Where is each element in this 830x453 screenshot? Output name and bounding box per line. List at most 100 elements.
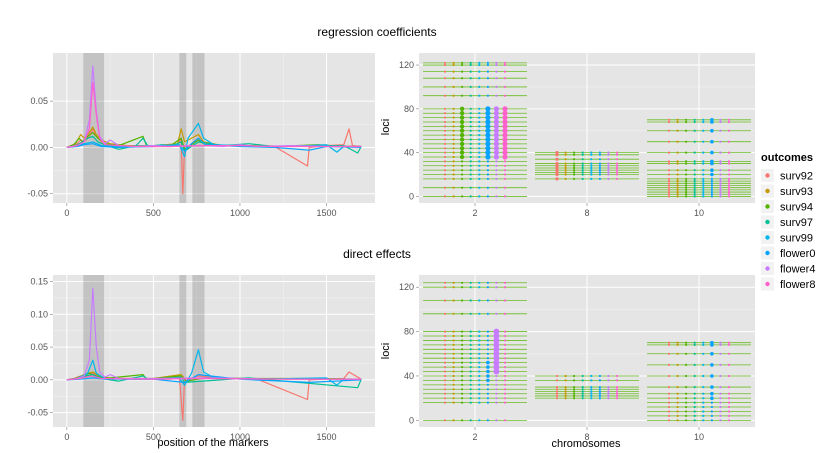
locus-point-surv94: [461, 61, 464, 64]
locus-point-flower8: [503, 392, 507, 395]
legend-swatch-flower0: [765, 250, 770, 256]
locus-point-flower0: [710, 193, 714, 196]
locus-point-surv93: [452, 370, 455, 373]
locus-point-flower4: [493, 355, 500, 362]
x-axis-label-chromosomes: chromosomes: [551, 438, 621, 450]
legend-label-surv97: surv97: [780, 217, 813, 229]
locus-point-surv97: [693, 191, 696, 194]
locus-point-flower0: [710, 139, 714, 144]
locus-point-surv92: [443, 397, 447, 400]
locus-point-surv94: [685, 177, 688, 180]
locus-point-flower0: [486, 61, 489, 64]
locus-point-flower4: [607, 153, 610, 156]
locus-point-flower0: [710, 396, 714, 401]
locus-point-surv94: [461, 383, 464, 386]
locus-point-surv99: [478, 120, 481, 124]
locus-point-surv93: [452, 312, 455, 315]
locus-point-surv99: [590, 173, 593, 176]
locus-point-surv99: [702, 352, 705, 355]
locus-point-flower8: [727, 386, 731, 389]
x-axis-label-markers: position of the markers: [157, 437, 269, 449]
locus-point-surv92: [667, 401, 671, 404]
locus-point-flower0: [486, 173, 489, 176]
locus-point-surv97: [693, 414, 696, 417]
locus-point-flower4: [719, 184, 722, 187]
locus-point-surv97: [693, 184, 696, 187]
locus-point-flower0: [485, 136, 491, 143]
locus-point-surv94: [573, 162, 576, 165]
locus-point-flower0: [710, 414, 714, 417]
locus-point-surv92: [443, 125, 447, 128]
locus-point-flower4: [495, 169, 498, 172]
locus-point-flower0: [710, 188, 714, 191]
locus-point-surv94: [461, 286, 464, 289]
locus-point-surv94: [685, 140, 688, 143]
locus-point-surv94: [685, 195, 688, 198]
locus-point-flower8: [502, 110, 508, 116]
locus-point-flower8: [727, 343, 731, 346]
locus-point-surv99: [478, 61, 481, 64]
locus-point-surv92: [667, 151, 671, 154]
locus-point-surv99: [478, 160, 481, 163]
locus-point-flower8: [503, 374, 507, 378]
locus-point-surv94: [685, 419, 688, 422]
locus-point-surv94: [461, 94, 464, 97]
locus-point-flower8: [727, 419, 731, 422]
locus-point-surv99: [478, 330, 481, 333]
locus-point-surv99: [478, 116, 481, 119]
locus-point-surv99: [478, 397, 481, 400]
locus-point-surv93: [452, 366, 455, 369]
locus-point-surv92: [443, 169, 447, 172]
locus-point-surv92: [443, 343, 447, 346]
locus-point-surv94: [685, 120, 688, 124]
locus-point-surv92: [443, 366, 447, 369]
locus-point-surv97: [693, 188, 696, 191]
y-tick-label: 0.05: [30, 96, 48, 106]
locus-point-surv93: [676, 419, 679, 422]
locus-point-surv99: [702, 405, 705, 409]
locus-point-surv92: [443, 352, 447, 355]
locus-point-surv93: [676, 341, 679, 344]
locus-point-flower8: [502, 141, 508, 147]
locus-point-flower0: [486, 374, 490, 378]
locus-point-surv93: [676, 188, 679, 191]
locus-point-flower4: [607, 162, 610, 165]
locus-point-flower4: [719, 182, 722, 185]
locus-point-surv94: [573, 394, 576, 397]
x-tick-label: 8: [584, 208, 589, 218]
locus-point-surv94: [461, 177, 464, 180]
locus-point-flower0: [710, 186, 714, 189]
locus-point-surv99: [478, 392, 481, 395]
locus-point-surv99: [702, 140, 705, 143]
locus-point-surv92: [555, 153, 559, 157]
locus-point-surv97: [469, 383, 472, 386]
locus-point-surv99: [478, 401, 481, 404]
locus-point-surv99: [478, 142, 481, 145]
series-line-flower8: [66, 375, 362, 381]
locus-point-surv93: [452, 281, 455, 284]
locus-point-flower4: [607, 379, 610, 382]
highlight-region: [179, 275, 187, 427]
y-tick-label: 0.05: [30, 342, 48, 352]
locus-point-surv99: [478, 70, 481, 73]
locus-point-surv99: [590, 177, 593, 180]
x-tick-label: 1000: [230, 432, 250, 442]
locus-point-surv97: [693, 118, 696, 121]
locus-point-surv97: [469, 125, 472, 128]
locus-point-flower4: [493, 328, 500, 335]
locus-point-surv92: [443, 94, 447, 97]
locus-point-surv94: [461, 195, 464, 198]
locus-point-flower4: [495, 63, 498, 67]
locus-point-surv97: [581, 379, 584, 382]
locus-point-surv92: [443, 339, 447, 342]
locus-point-flower8: [503, 164, 507, 167]
locus-point-flower4: [495, 388, 498, 391]
locus-point-surv94: [459, 111, 465, 116]
y-tick-label: 80: [404, 327, 414, 337]
locus-point-flower8: [503, 94, 507, 97]
locus-point-surv99: [590, 397, 593, 400]
locus-point-surv99: [702, 386, 705, 389]
locus-point-surv92: [667, 191, 671, 194]
locus-point-surv92: [667, 405, 671, 409]
